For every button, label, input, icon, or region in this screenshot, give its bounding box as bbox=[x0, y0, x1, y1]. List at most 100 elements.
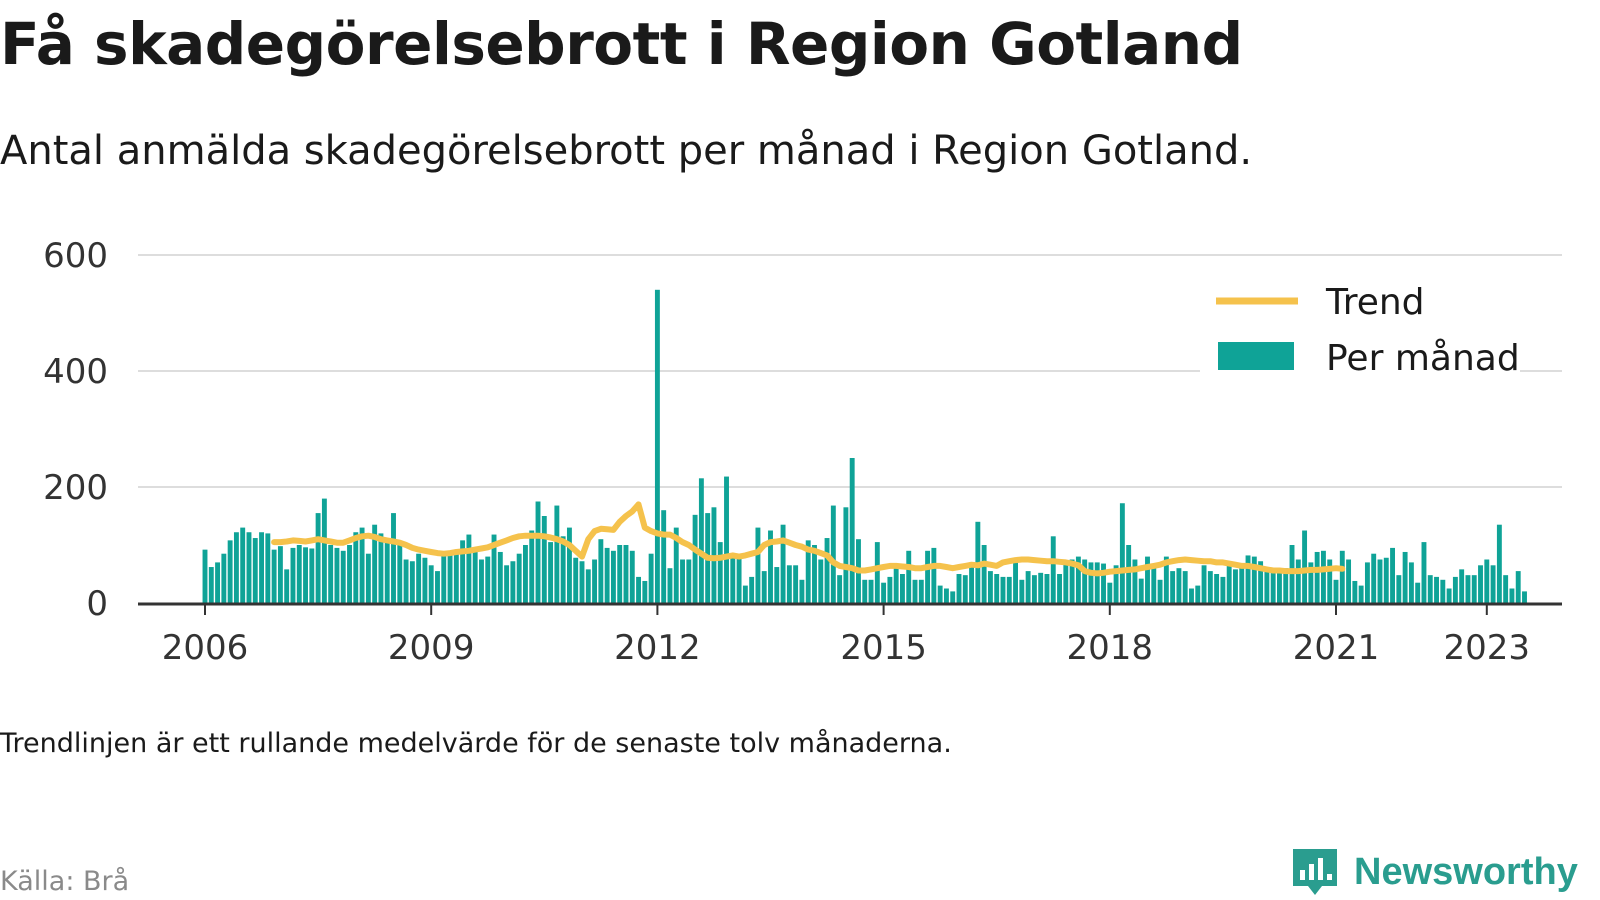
bar bbox=[1459, 569, 1465, 603]
bar bbox=[1270, 571, 1276, 603]
bar bbox=[435, 571, 440, 603]
bar bbox=[642, 580, 648, 603]
bar bbox=[1478, 565, 1483, 603]
bar bbox=[868, 579, 874, 603]
bar bbox=[1151, 565, 1157, 603]
bar bbox=[290, 547, 296, 603]
bar bbox=[793, 565, 799, 603]
bar bbox=[265, 533, 271, 603]
bar bbox=[453, 551, 459, 603]
bar bbox=[724, 476, 729, 603]
x-tick-label: 2009 bbox=[388, 628, 475, 668]
bar bbox=[604, 547, 610, 603]
bar bbox=[1415, 582, 1421, 603]
bar bbox=[686, 559, 692, 603]
bar bbox=[623, 545, 629, 603]
bar bbox=[1163, 556, 1169, 603]
bar bbox=[1182, 571, 1188, 603]
bar bbox=[1396, 575, 1402, 603]
bar bbox=[1069, 559, 1075, 603]
bar bbox=[397, 545, 403, 603]
bar bbox=[598, 539, 604, 603]
bar bbox=[774, 567, 780, 603]
bar bbox=[673, 527, 679, 603]
bar-series-per-manad bbox=[202, 289, 1527, 603]
bar bbox=[736, 553, 742, 603]
bar bbox=[987, 571, 993, 603]
bar bbox=[1214, 574, 1220, 603]
bar bbox=[1358, 585, 1364, 603]
bar bbox=[1327, 559, 1333, 603]
legend-bar-label: Per månad bbox=[1326, 338, 1520, 379]
bar bbox=[1050, 536, 1056, 603]
bar bbox=[950, 591, 956, 603]
bar bbox=[303, 547, 308, 603]
bar bbox=[359, 527, 365, 603]
bar bbox=[1352, 580, 1358, 603]
bar bbox=[1145, 556, 1150, 603]
bar bbox=[1314, 551, 1320, 603]
bar bbox=[943, 588, 949, 603]
bar bbox=[592, 559, 598, 603]
bar bbox=[535, 501, 541, 603]
bar bbox=[227, 540, 233, 603]
bar bbox=[573, 557, 579, 603]
bar bbox=[887, 576, 893, 603]
bar bbox=[416, 553, 422, 603]
bar bbox=[749, 576, 755, 603]
bar bbox=[1264, 568, 1270, 603]
bar bbox=[1019, 579, 1025, 603]
bar bbox=[1251, 556, 1257, 603]
bar bbox=[680, 559, 685, 603]
bar bbox=[786, 565, 792, 603]
bar bbox=[1339, 550, 1345, 603]
bar bbox=[1452, 576, 1458, 603]
bar bbox=[472, 551, 478, 603]
bar bbox=[541, 516, 547, 603]
bar bbox=[818, 559, 824, 603]
bar bbox=[893, 568, 899, 603]
bar bbox=[843, 507, 849, 603]
bar bbox=[918, 579, 924, 603]
bar bbox=[874, 542, 880, 603]
bar bbox=[1094, 562, 1100, 603]
bar bbox=[780, 524, 786, 603]
bar bbox=[1113, 565, 1119, 603]
bar bbox=[617, 545, 623, 603]
bar bbox=[233, 532, 239, 603]
bar bbox=[378, 533, 384, 603]
bar bbox=[479, 559, 484, 603]
x-tick-label: 2006 bbox=[162, 628, 249, 668]
bar bbox=[1390, 547, 1396, 603]
bar bbox=[202, 549, 208, 603]
y-tick-label: 600 bbox=[43, 236, 108, 276]
bar bbox=[491, 534, 497, 603]
bar bbox=[692, 514, 698, 603]
bar bbox=[1333, 579, 1339, 603]
bar bbox=[1075, 556, 1081, 603]
bar bbox=[1446, 588, 1452, 603]
bar bbox=[516, 553, 522, 603]
bar bbox=[340, 550, 346, 603]
bar bbox=[1176, 568, 1182, 603]
bar bbox=[1013, 562, 1019, 603]
bar bbox=[742, 585, 748, 603]
bar bbox=[1082, 559, 1088, 603]
bar bbox=[1195, 585, 1201, 603]
bar bbox=[315, 513, 321, 603]
bar bbox=[409, 561, 415, 603]
bar bbox=[906, 550, 912, 603]
bar bbox=[1276, 571, 1282, 603]
bar bbox=[1496, 524, 1502, 603]
bar bbox=[812, 545, 817, 603]
bar bbox=[1371, 553, 1377, 603]
chart-note: Trendlinjen är ett rullande medelvärde f… bbox=[0, 728, 952, 759]
bar bbox=[1490, 565, 1496, 603]
bar bbox=[824, 538, 830, 603]
chart-subtitle: Antal anmälda skadegörelsebrott per måna… bbox=[0, 128, 1253, 174]
bar bbox=[711, 507, 717, 603]
bar bbox=[1189, 588, 1194, 603]
bar bbox=[994, 574, 1000, 603]
bar bbox=[1515, 571, 1521, 603]
